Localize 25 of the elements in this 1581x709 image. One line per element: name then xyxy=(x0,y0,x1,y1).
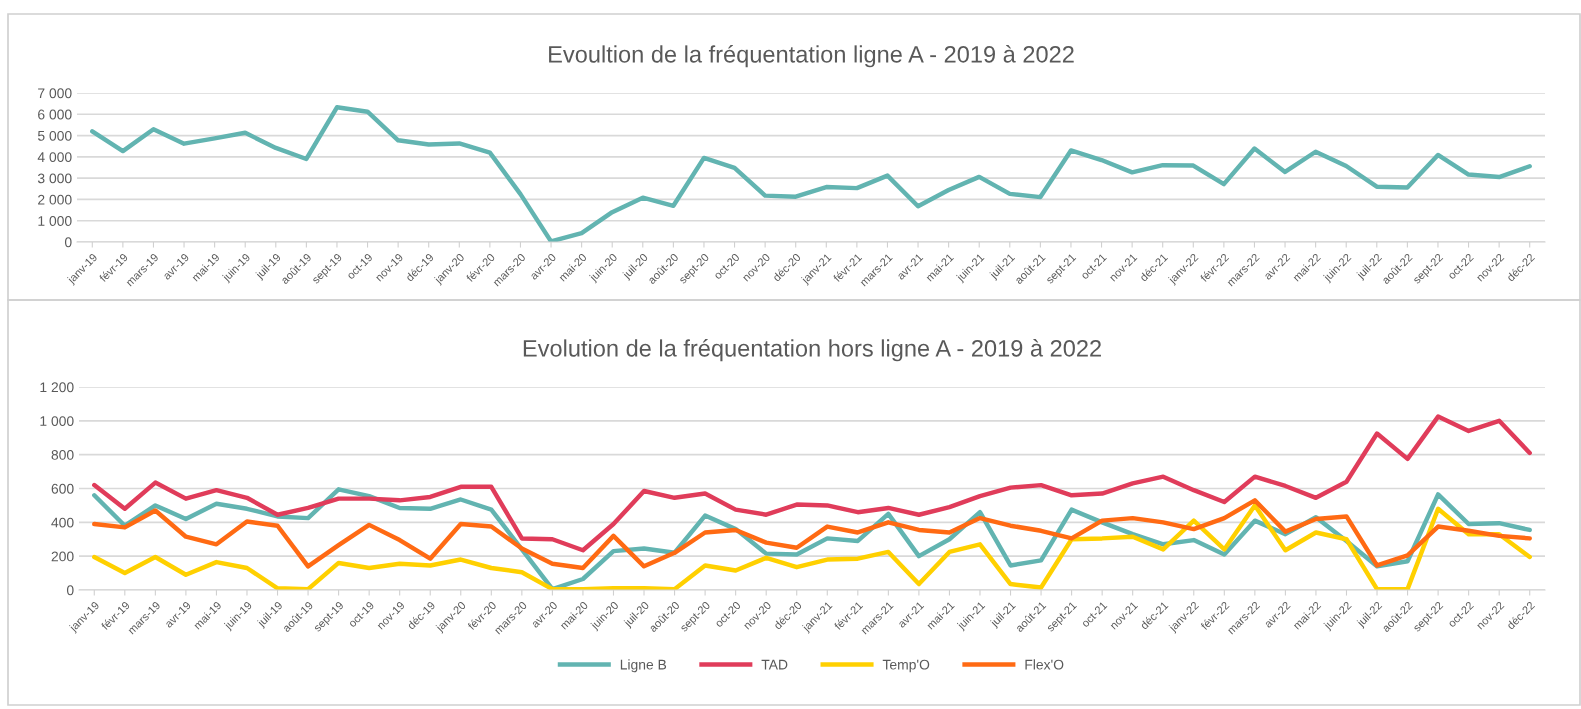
legend-label: Temp'O xyxy=(882,659,930,673)
y-tick-label: 6 000 xyxy=(38,109,72,120)
y-tick-label: 1 000 xyxy=(38,216,72,226)
line-series xyxy=(92,498,1532,571)
y-tick-label: 2 000 xyxy=(38,194,72,205)
legend-label: Flex'O xyxy=(1025,659,1064,670)
y-tick-label: 800 xyxy=(51,450,74,460)
legend-label: Ligne B xyxy=(620,659,667,673)
line-series xyxy=(92,414,1532,553)
y-tick-label: 1 200 xyxy=(40,382,74,393)
y-tick-label: 200 xyxy=(51,551,74,562)
y-tick-label: 3 000 xyxy=(37,173,72,184)
chart-title: Evoultion de la fréquentation ligne A - 2019 à 2022 xyxy=(549,45,1074,68)
y-tick-label: 600 xyxy=(51,483,74,494)
y-tick-label: 0 xyxy=(64,237,72,248)
chart-title: Evolution de la fréquentation hors ligne A - 2019 à 2022 xyxy=(523,339,1101,362)
y-tick-label: 4 000 xyxy=(37,152,72,163)
y-tick-label: 7 000 xyxy=(38,88,72,99)
line-series xyxy=(92,503,1532,590)
line-series xyxy=(90,105,1532,242)
y-tick-label: 1 000 xyxy=(40,416,74,426)
legend-label: TAD xyxy=(761,659,788,670)
y-tick-label: 5 000 xyxy=(37,130,72,141)
y-tick-label: 0 xyxy=(66,585,74,596)
y-tick-label: 400 xyxy=(51,517,74,528)
